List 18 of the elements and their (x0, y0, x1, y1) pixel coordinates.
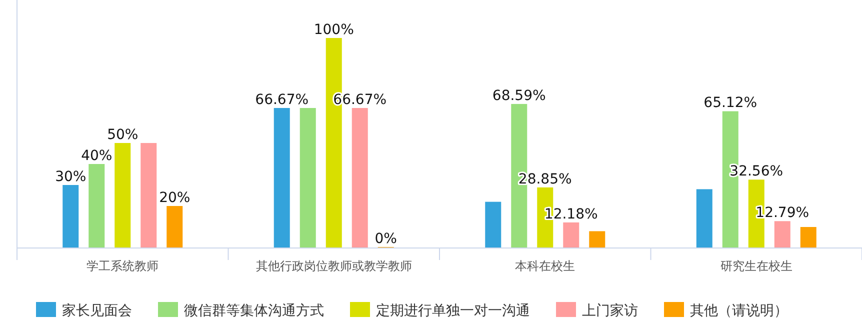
data-label: 50% (107, 127, 138, 143)
x-tick-label: 研究生在校生 (720, 259, 792, 273)
x-tick-label: 其他行政岗位教师或教学教师 (256, 259, 412, 273)
x-tick-label: 本科在校生 (515, 259, 576, 273)
data-label: 100% (314, 22, 354, 38)
legend-label: 家长见面会 (62, 303, 132, 319)
legend-label: 微信群等集体沟通方式 (184, 303, 324, 319)
data-label: 65.12% (704, 95, 758, 112)
legend-label: 定期进行单独一对一沟通 (376, 303, 530, 319)
x-tick-label: 学工系统教师 (86, 259, 159, 273)
data-label: 0% (374, 231, 397, 247)
data-label: 68.59% (492, 88, 546, 104)
data-label: 30% (55, 169, 86, 185)
legend-label: 上门家访 (582, 303, 638, 319)
data-label: 40% (81, 148, 112, 164)
data-label: 20% (159, 190, 190, 206)
legend-label: 其他（请说明） (690, 303, 788, 319)
data-label: 66.67% (255, 92, 309, 108)
